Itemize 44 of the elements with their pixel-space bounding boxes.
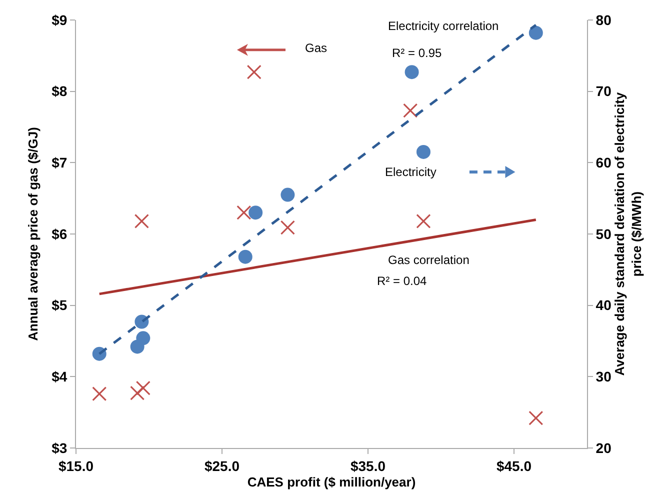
series-label: Electricity correlation [388,19,499,33]
legend-label: Gas [305,41,328,55]
annotation: R² = 0.04 [377,274,428,288]
y-tick-label: $9 [52,12,68,28]
series-label: Gas correlation [388,253,470,267]
y-tick-label: $5 [52,297,68,314]
x-tick-label: $45.0 [496,458,532,474]
y-tick-label: $7 [52,154,68,171]
x-tick-label: $35.0 [350,458,386,474]
y-tick-label: $8 [52,83,68,100]
point [528,410,544,426]
point [92,386,107,402]
x-tick-label: $25.0 [204,458,240,474]
y2-tick-label: 30 [596,368,612,385]
series-label: Electricity [385,165,436,179]
y-tick-label: $3 [52,440,68,456]
y2-tick-label: 50 [596,226,612,242]
point [280,220,295,235]
y-axis-title: Annual average price of gas ($/GJ) [26,127,41,341]
point [280,188,295,202]
y2-tick-label: 70 [596,83,612,100]
y2-tick-label: 40 [596,297,612,314]
point [236,205,252,220]
y2-tick-label: 20 [596,440,612,456]
x-tick-label: $15.0 [58,458,94,474]
point [134,214,149,228]
y-tick-label: $6 [52,226,68,242]
y2-tick-label: 60 [596,154,612,171]
point [404,65,419,80]
y2-axis-title: Average daily standard deviation of electricity price ($/MWh) [612,92,644,376]
point [528,26,543,40]
point [130,386,145,400]
point [403,103,418,118]
point [416,214,431,228]
annotation: R² = 0.95 [392,46,442,60]
y2-tick-label: 80 [596,12,612,28]
point [416,144,430,159]
x-axis-title: CAES profit ($ million/year) [247,474,416,490]
point [136,380,150,396]
y-tick-label: $4 [52,368,68,385]
point [238,250,252,264]
point [136,331,150,346]
point [248,206,263,220]
point [246,64,262,80]
